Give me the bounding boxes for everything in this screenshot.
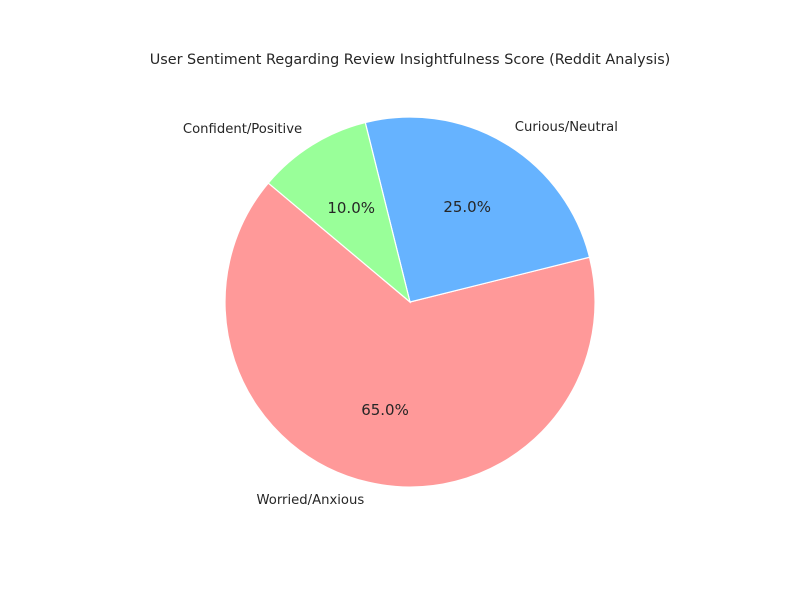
pie-category-label: Confident/Positive: [183, 122, 302, 137]
pie-percent-label: 10.0%: [327, 199, 375, 217]
pie-wedges: [224, 116, 596, 488]
chart-title: User Sentiment Regarding Review Insightf…: [150, 52, 671, 68]
pie-slice-worried-anxious: [224, 182, 596, 488]
pie-labels: 65.0% Worried/Anxious 25.0% Curious/Neutral…: [183, 120, 618, 508]
pie-category-label: Worried/Anxious: [257, 493, 365, 508]
pie-percent-label: 65.0%: [361, 401, 409, 419]
pie-category-label: Curious/Neutral: [515, 120, 618, 135]
pie-slice-confident-positive: [267, 121, 412, 304]
pie-slice-curious-neutral: [364, 116, 591, 303]
pie-percent-label: 25.0%: [443, 198, 491, 216]
